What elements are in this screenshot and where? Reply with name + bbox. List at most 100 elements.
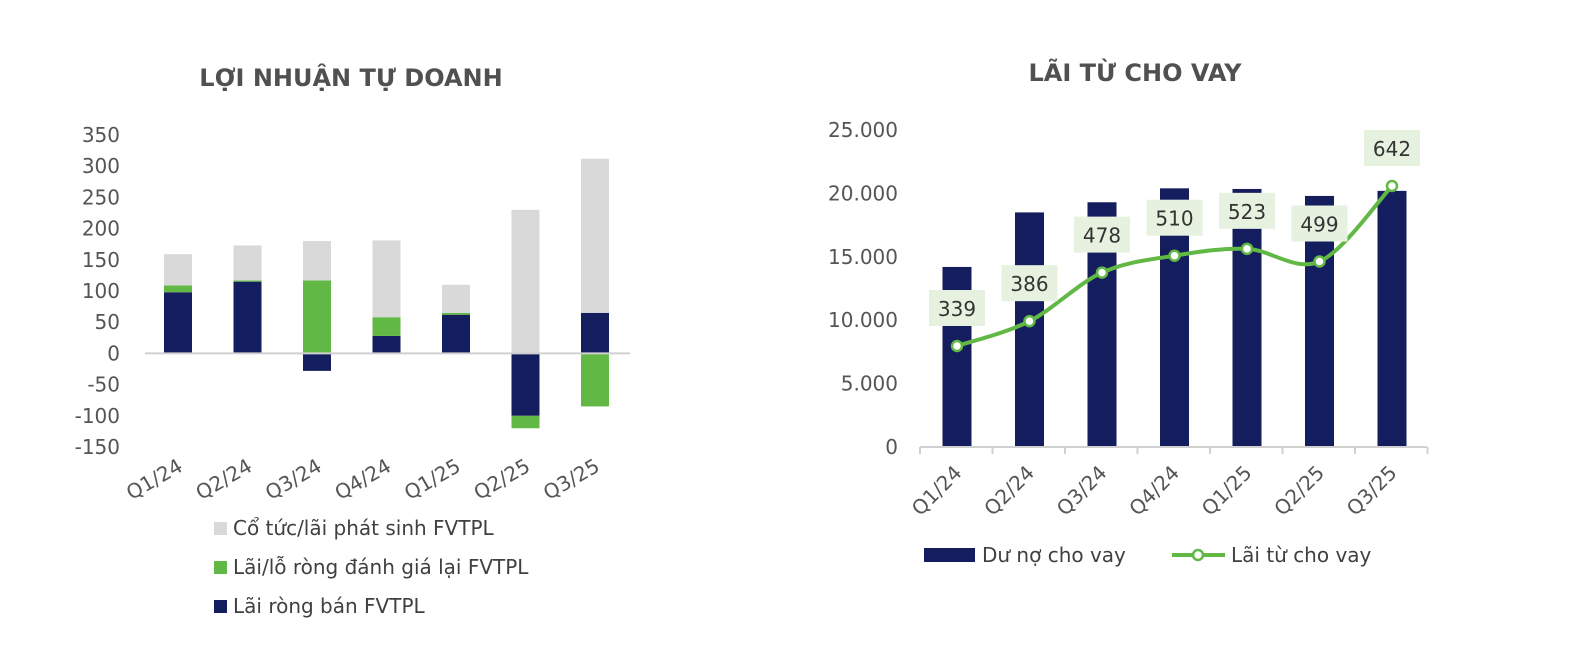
right-legend: Dư nợ cho vay Lãi từ cho vay xyxy=(924,543,1372,567)
right-line-point xyxy=(1385,179,1399,193)
left-bar-segment xyxy=(372,240,401,318)
left-legend-label: Lãi/lỗ ròng đánh giá lại FVTPL xyxy=(233,555,529,579)
right-data-label: 499 xyxy=(1300,213,1338,237)
left-bar-segment xyxy=(442,284,470,313)
left-bar-segment xyxy=(442,312,470,315)
right-x-tick-label: Q3/24 xyxy=(1052,461,1112,521)
left-bar-segment xyxy=(581,353,609,407)
left-y-tick-label: 150 xyxy=(82,248,120,272)
right-legend-bar-label: Dư nợ cho vay xyxy=(982,543,1126,567)
left-bar-segment xyxy=(233,281,262,354)
right-data-label-box xyxy=(929,290,985,326)
left-bar-segment xyxy=(372,317,401,336)
right-data-label-box xyxy=(1219,192,1275,229)
left-x-tick-label: Q4/24 xyxy=(330,454,395,505)
right-data-label: 386 xyxy=(1010,272,1048,296)
right-data-label-box xyxy=(1074,216,1130,253)
left-y-tick-label: 50 xyxy=(95,310,120,334)
left-bar-segment xyxy=(511,209,540,354)
left-x-tick-label: Q2/24 xyxy=(191,454,256,505)
right-y-tick-label: 15.000 xyxy=(828,245,898,269)
right-x-tick-label: Q1/25 xyxy=(1197,461,1257,521)
right-x-axis: Q1/24 Q2/24 Q3/24 Q4/24 Q1/25 Q2/25 Q3/25 xyxy=(907,461,1402,521)
left-bar-segment xyxy=(233,245,262,281)
right-bar xyxy=(1015,212,1044,447)
right-y-tick-label: 10.000 xyxy=(828,308,898,332)
left-bar-segment xyxy=(303,241,331,281)
left-bar-segment xyxy=(303,280,331,354)
right-data-label-box xyxy=(1146,199,1203,236)
left-bar-segment xyxy=(372,335,401,354)
left-bar-segment xyxy=(581,312,609,354)
left-bar-segment xyxy=(164,254,192,286)
left-y-tick-label: 300 xyxy=(82,154,120,178)
left-y-tick-label: -100 xyxy=(75,404,120,428)
right-line-point xyxy=(1313,255,1326,268)
right-y-tick-label: 25.000 xyxy=(828,118,898,142)
right-bar xyxy=(1377,190,1407,447)
right-x-tick-label: Q1/24 xyxy=(907,461,967,521)
left-bar-segment xyxy=(164,285,192,293)
left-legend-swatch xyxy=(214,561,227,574)
right-legend-line-label: Lãi từ cho vay xyxy=(1231,543,1372,567)
left-x-tick-label: Q3/25 xyxy=(539,454,604,505)
left-bar-segment xyxy=(164,292,192,354)
left-bar-segment xyxy=(303,353,331,371)
left-bar-segment xyxy=(581,158,609,313)
left-y-tick-label: -50 xyxy=(87,373,120,397)
lending-interest-chart: LÃI TỪ CHO VAY 25.000 20.000 15.000 10.000 5… xyxy=(828,57,1429,567)
left-x-tick-label: Q1/25 xyxy=(400,454,465,505)
left-legend-swatch xyxy=(214,600,227,613)
right-data-label: 478 xyxy=(1083,224,1121,248)
right-x-axis-line xyxy=(919,446,1429,454)
right-y-tick-label: 0 xyxy=(885,435,898,459)
right-line-point xyxy=(1240,242,1254,256)
left-x-tick-label: Q1/24 xyxy=(122,454,187,505)
right-data-label: 642 xyxy=(1373,137,1411,161)
right-x-tick-label: Q4/24 xyxy=(1124,461,1184,521)
right-x-tick-label: Q2/24 xyxy=(979,461,1039,521)
proprietary-trading-chart: LỢI NHUẬN TỰ DOANH 350 300 250 200 150 100 50 0… xyxy=(75,62,630,618)
right-data-label: 339 xyxy=(938,297,976,321)
right-data-label: 510 xyxy=(1155,207,1193,231)
left-y-tick-label: 0 xyxy=(107,341,120,365)
right-x-tick-label: Q3/25 xyxy=(1342,461,1402,521)
left-legend-label: Lãi ròng bán FVTPL xyxy=(233,594,426,618)
left-legend: Cổ tức/lãi phát sinh FVTPL Lãi/lỗ ròng đá… xyxy=(214,516,529,618)
right-x-tick-label: Q2/25 xyxy=(1269,461,1329,521)
left-y-axis: 350 300 250 200 150 100 50 0 -50 -100 -150 xyxy=(75,123,120,459)
right-line-point xyxy=(950,339,964,353)
right-line-point xyxy=(1095,266,1109,279)
left-y-tick-label: 100 xyxy=(82,279,120,303)
left-y-tick-label: 350 xyxy=(82,123,120,147)
left-chart-title: LỢI NHUẬN TỰ DOANH xyxy=(199,62,502,92)
left-x-tick-label: Q2/25 xyxy=(469,454,534,505)
left-bar-segment xyxy=(511,353,540,416)
left-legend-label: Cổ tức/lãi phát sinh FVTPL xyxy=(233,516,495,540)
right-line-point xyxy=(1023,314,1036,328)
left-y-tick-label: -150 xyxy=(75,435,120,459)
right-data-label: 523 xyxy=(1228,200,1266,224)
right-y-tick-label: 5.000 xyxy=(841,372,898,396)
right-bar xyxy=(1232,188,1262,447)
right-data-label-box xyxy=(1364,130,1420,166)
right-y-tick-label: 20.000 xyxy=(828,181,898,205)
left-y-tick-label: 250 xyxy=(82,185,120,209)
right-data-label-box xyxy=(1291,205,1348,242)
left-x-axis: Q1/24 Q2/24 Q3/24 Q4/24 Q1/25 Q2/25 Q3/25 xyxy=(122,454,604,505)
left-bar-segment xyxy=(442,314,470,354)
left-bar-segment xyxy=(511,415,540,429)
right-legend-line-marker xyxy=(1191,548,1205,562)
right-data-label-box xyxy=(1001,265,1058,302)
right-line-series: 339 386 478 510 523 499 642 xyxy=(929,130,1420,353)
left-bar-segment xyxy=(233,280,262,282)
right-legend-bar-swatch xyxy=(924,548,975,562)
right-y-axis: 25.000 20.000 15.000 10.000 5.000 0 xyxy=(828,118,898,459)
right-line-point xyxy=(1168,249,1181,262)
left-x-tick-label: Q3/24 xyxy=(261,454,326,505)
left-y-tick-label: 200 xyxy=(82,217,120,241)
right-chart-title: LÃI TỪ CHO VAY xyxy=(1029,57,1243,87)
left-bars xyxy=(164,158,609,429)
left-legend-swatch xyxy=(214,522,227,535)
